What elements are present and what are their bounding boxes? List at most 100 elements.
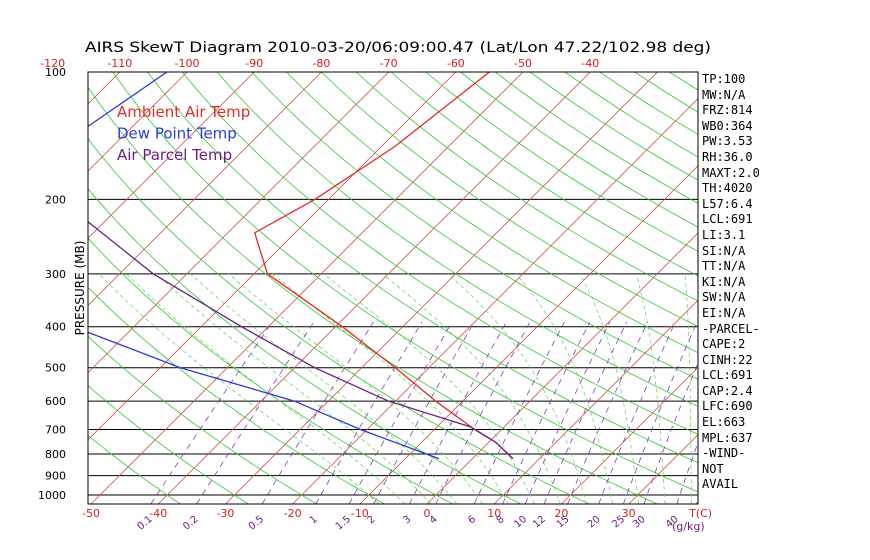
top-temp-tick-label: -90 [245,57,263,70]
dew-point-thick-segment [0,274,74,327]
moist-adiabat-line [515,273,613,504]
legend-entry: Ambient Air Temp [117,103,250,121]
mixing-ratio-label: 0.5 [247,514,266,533]
bottom-temp-tick-label: -50 [82,507,100,520]
index-readout: SI:N/A [702,243,746,258]
mixing-ratio-label: 6 [466,514,478,527]
bottom-temp-tick-label: 0 [424,507,431,520]
isotherm-line [88,72,457,441]
bottom-temp-tick-label: 20 [554,507,568,520]
index-readout: MPL:637 [702,430,753,445]
index-readout: RH:36.0 [702,149,753,164]
mixing-ratio-line [543,321,628,504]
mixing-ratio-label: 20 [586,514,603,531]
isotherm-line [88,72,322,307]
air-parcel-temp-line [88,221,514,460]
dry-adiabat-line [181,72,698,435]
mixing-ratio-line [196,321,315,504]
isotherm-line [426,232,698,504]
index-readout: L57:6.4 [702,196,753,211]
index-readout: TH:4020 [702,181,753,196]
dry-adiabat-line [88,385,249,504]
mixing-ratio-line [502,321,591,504]
chart-title: AIRS SkewT Diagram 2010-03-20/06:09:00.4… [85,40,711,56]
index-readout: SW:N/A [702,290,746,305]
dry-adiabat-line [355,72,698,302]
dry-adiabat-line [216,72,698,407]
isotherm-line [0,72,53,504]
moist-adiabat-line [684,273,692,504]
pressure-tick-label: 700 [45,424,66,437]
mixing-ratio-label: 1 [308,514,320,527]
index-readout: -WIND- [702,446,746,461]
mixing-ratio-label: 0.2 [181,514,200,533]
index-readout: TP:100 [702,72,746,86]
dry-adiabat-line [112,72,698,493]
index-readout: LCL:691 [702,212,753,227]
bottom-temp-tick-label: -30 [216,507,234,520]
index-readout: CINH:22 [702,352,753,367]
dry-adiabat-line [88,335,317,504]
dry-adiabat-line [286,72,698,354]
mixing-ratio-line [567,321,648,504]
mixing-ratio-label: 8 [495,514,507,527]
mixing-ratio-unit-label: (g/kg) [672,520,705,533]
index-readout: AVAIL [702,477,739,492]
dry-adiabat-line [88,137,590,504]
index-readout: EI:N/A [702,305,746,320]
mixing-ratio-line [622,321,698,504]
dry-adiabat-line [88,434,181,504]
mixing-ratio-label: 3 [401,514,413,527]
mixing-ratio-label: 10 [512,514,529,531]
index-readout: PW:3.53 [702,134,753,149]
isotherm-line [88,72,188,172]
mixing-ratio-line [261,321,374,504]
moist-adiabat-line [635,273,666,504]
pressure-tick-label: 100 [45,66,66,79]
legend-entry: Air Parcel Temp [117,146,232,164]
top-temp-tick-label: -40 [581,57,599,70]
index-readout: MW:N/A [702,87,746,102]
index-readout: WB0:364 [702,118,753,133]
isotherm-line [88,72,121,105]
moist-adiabat-line [447,273,587,504]
y-axis-label: PRESSURE (MB) [73,241,87,336]
moist-adiabat-line [126,273,406,504]
index-readout: EL:663 [702,415,746,430]
top-temp-tick-label: -110 [107,57,132,70]
top-temp-tick-label: -70 [380,57,398,70]
index-readout: NOT [702,461,724,476]
isotherm-line [157,72,591,504]
bottom-temp-tick-label: -20 [284,507,302,520]
indices-panel: TP:100 MW:N/A FRZ:814 WB0:364 PW:3.53 RH:36.0… [702,72,862,493]
bottom-temp-tick-label: 10 [487,507,501,520]
mixing-ratio-label: 4 [428,514,440,527]
mixing-ratio-line [315,321,423,504]
pressure-tick-label: 300 [45,268,66,281]
isotherm-line [561,366,698,504]
dry-adiabat-line [321,72,698,327]
moist-adiabat-line [579,273,640,504]
index-readout: LI:3.1 [702,227,746,242]
pressure-tick-label: 500 [45,362,66,375]
mixing-ratio-line [409,321,507,504]
moist-adiabat-line [323,273,535,504]
pressure-tick-label: 400 [45,321,66,334]
isotherm-line [292,98,698,504]
moist-adiabat-line [382,273,561,504]
x-axis-label: T(C) [688,507,712,520]
moist-adiabat-line [190,273,458,504]
index-readout: LCL:691 [702,368,753,383]
top-temp-tick-label: -50 [514,57,532,70]
index-readout: -PARCEL- [702,321,760,336]
mixing-ratio-label: 2 [366,514,378,527]
pressure-tick-label: 900 [45,470,66,483]
dry-adiabat-line [147,72,698,464]
index-readout: FRZ:814 [702,103,753,118]
top-temp-tick-label: -100 [175,57,200,70]
mixing-ratio-line [150,321,273,504]
index-readout: KI:N/A [702,274,746,289]
moist-adiabat-line [98,273,380,504]
isotherm-line [88,72,389,374]
